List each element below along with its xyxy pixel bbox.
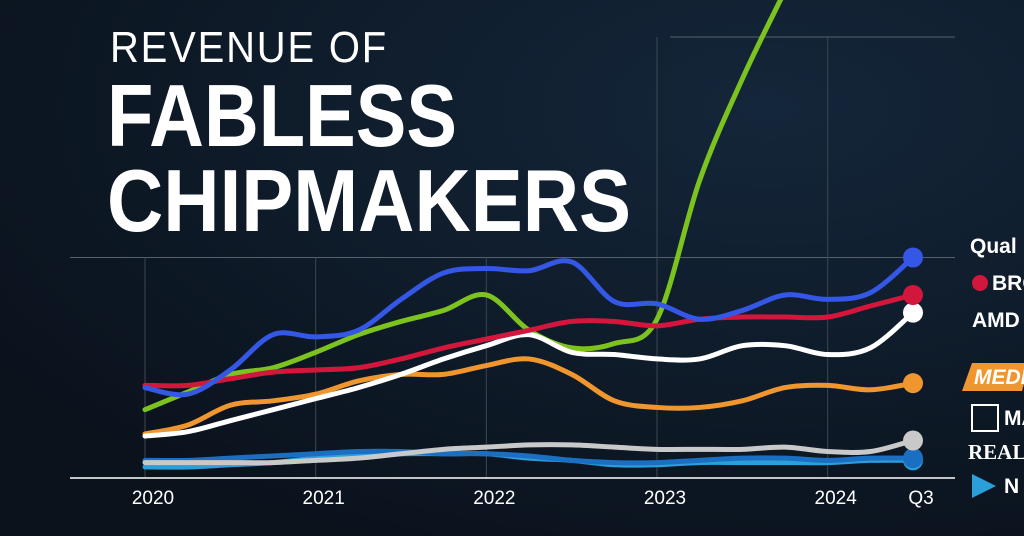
legend-label: MA bbox=[1004, 407, 1024, 430]
legend-icon bbox=[972, 474, 996, 498]
legend-label: BRO bbox=[992, 272, 1024, 295]
x-tick-label: Q3 bbox=[908, 488, 933, 509]
line bbox=[142, 356, 916, 437]
title-line: CHIPMAKERS bbox=[107, 151, 631, 250]
end-dot bbox=[903, 448, 923, 469]
legend-icon bbox=[972, 275, 988, 291]
line bbox=[142, 255, 916, 398]
legend-label: N bbox=[1004, 475, 1019, 498]
line bbox=[142, 310, 916, 439]
line bbox=[142, 292, 916, 389]
legend-label: AMD bbox=[972, 309, 1020, 332]
title-line: FABLESS bbox=[107, 66, 457, 165]
line bbox=[142, 438, 916, 466]
kicker: REVENUE OF bbox=[110, 23, 388, 72]
legend-icon bbox=[962, 363, 1024, 391]
x-tick-label: 2022 bbox=[473, 488, 515, 509]
x-tick-label: 2023 bbox=[644, 488, 686, 509]
x-tick-label: 2020 bbox=[132, 488, 174, 509]
grid: 2020 2021 2022 2023 2024 Q3 bbox=[70, 36, 955, 509]
line bbox=[142, 0, 784, 413]
end-dot bbox=[903, 373, 923, 394]
legend-label: MEDIAT bbox=[974, 366, 1024, 389]
end-dot bbox=[903, 430, 923, 451]
legend-label: Qual bbox=[970, 235, 1017, 258]
x-tick-label: 2021 bbox=[303, 488, 345, 509]
legend-icon bbox=[971, 404, 999, 432]
end-dot bbox=[903, 247, 923, 268]
x-tick-label: 2024 bbox=[815, 488, 858, 509]
lines bbox=[142, 0, 923, 471]
end-dot bbox=[903, 284, 923, 305]
end-dot bbox=[903, 302, 923, 323]
line bbox=[142, 448, 916, 466]
legend-label: REALT bbox=[968, 440, 1024, 464]
legend: Qual BRO AMD MEDIAT MA REALT N bbox=[962, 235, 1024, 498]
